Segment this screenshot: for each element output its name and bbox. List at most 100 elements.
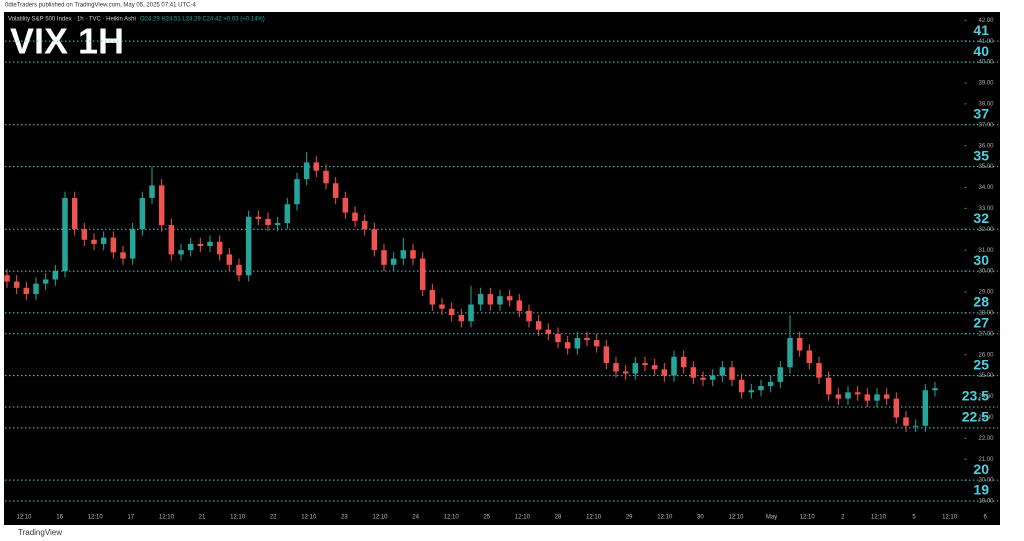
y-tick-label: 40.00 (978, 60, 994, 66)
y-tick-label: 30.00 (978, 269, 994, 275)
candle-body (632, 363, 639, 374)
level-label: 35 (973, 147, 989, 163)
candle-body (42, 279, 49, 284)
candle-body (825, 377, 832, 395)
candle-body (187, 243, 194, 251)
y-tick-label: 42.00 (978, 18, 994, 24)
candle-body (854, 392, 861, 395)
candle-body (738, 379, 745, 393)
candle-body (555, 333, 561, 343)
y-tick-label: 26.00 (978, 352, 994, 358)
instrument: Volatility S&P 500 Index · 1h · TVC · He… (8, 17, 136, 23)
level-label: 22.5 (962, 409, 989, 425)
candle-body (845, 392, 851, 399)
y-tick-label: 28.00 (978, 310, 994, 316)
y-tick-label: 37.00 (978, 122, 994, 128)
level-label: 20 (973, 461, 989, 477)
candle-body (303, 162, 310, 180)
candle-body (390, 258, 397, 265)
candle-body (526, 310, 532, 322)
y-tick-label: 33.00 (978, 206, 994, 212)
y-tick-label: 25.00 (978, 373, 994, 379)
x-tick-label: 12:10 (159, 515, 175, 521)
x-tick-label: 12:10 (657, 515, 673, 521)
candle-body (236, 264, 242, 276)
candle-body (603, 346, 610, 364)
candle-body (120, 252, 126, 259)
publisher: 0dteTraders published on TradingView.com… (5, 3, 196, 9)
y-tick-label: 35.00 (978, 164, 994, 170)
candle-body (903, 417, 909, 426)
candle-body (139, 197, 146, 230)
candle-body (613, 363, 619, 372)
candle-body (700, 377, 706, 380)
x-tick-label: 12:10 (871, 515, 887, 521)
candle-body (777, 367, 784, 382)
x-tick-label: May (766, 515, 777, 521)
candle-body (313, 162, 320, 171)
level-label: 40 (973, 43, 989, 59)
candle-body (23, 287, 30, 295)
level-label: 41 (973, 22, 989, 38)
candle-body (429, 289, 436, 305)
candle-body (168, 225, 175, 255)
candle-body (468, 304, 474, 322)
x-tick-label: 12:10 (372, 515, 388, 521)
candle-body (197, 243, 204, 247)
candle-body (729, 367, 735, 380)
candle-body (33, 283, 39, 295)
level-label: 28 (973, 294, 989, 310)
x-tick-label: 16 (56, 515, 63, 521)
candle-body (835, 394, 842, 399)
candle-body (207, 241, 213, 247)
candle-body (487, 294, 494, 305)
candle-body (439, 304, 445, 309)
y-tick-label: 29.00 (978, 290, 994, 296)
candle-body (62, 197, 68, 272)
chart-title: VIX 1H (10, 21, 124, 62)
x-tick-label: 12:10 (942, 515, 958, 521)
y-tick-label: 27.00 (978, 331, 994, 337)
candle-body (690, 367, 697, 378)
candle-body (874, 394, 880, 401)
candle-body (216, 241, 223, 255)
candle-body (564, 342, 571, 349)
x-tick-label: 12:10 (16, 515, 32, 521)
candle-body (622, 371, 629, 374)
candle-body (400, 250, 407, 259)
level-label: 27 (973, 315, 989, 331)
candle-body (816, 363, 822, 378)
level-label: 37 (973, 105, 989, 121)
level-label: 25 (973, 356, 989, 372)
candle-body (410, 250, 416, 259)
candle-body (516, 300, 523, 311)
candle-body (149, 185, 155, 198)
candle-body (719, 367, 726, 376)
footer: TradingView (18, 528, 62, 537)
candle-body (323, 170, 329, 184)
x-tick-label: 12:10 (800, 515, 816, 521)
candle-body (922, 390, 929, 426)
candle-body (226, 254, 233, 265)
candle-body (932, 388, 938, 391)
candle-body (342, 197, 349, 213)
candle-body (497, 296, 503, 305)
x-tick-label: 2 (841, 515, 845, 521)
y-tick-label: 38.00 (978, 101, 994, 107)
candle-body (477, 294, 484, 305)
y-tick-label: 31.00 (978, 248, 994, 254)
candle-body (680, 356, 687, 368)
candle-body (584, 337, 590, 341)
candle-body (255, 216, 262, 219)
candle-body (274, 223, 281, 226)
x-tick-label: 12:10 (444, 515, 460, 521)
candle-body (4, 275, 10, 282)
candle-body (787, 337, 793, 368)
x-tick-label: 12:10 (728, 515, 744, 521)
x-tick-label: 30 (697, 515, 704, 521)
candle-body (893, 398, 900, 418)
chart-background (4, 12, 1000, 525)
candle-body (864, 394, 871, 401)
candle-body (110, 237, 117, 253)
x-tick-label: 12:10 (301, 515, 317, 521)
